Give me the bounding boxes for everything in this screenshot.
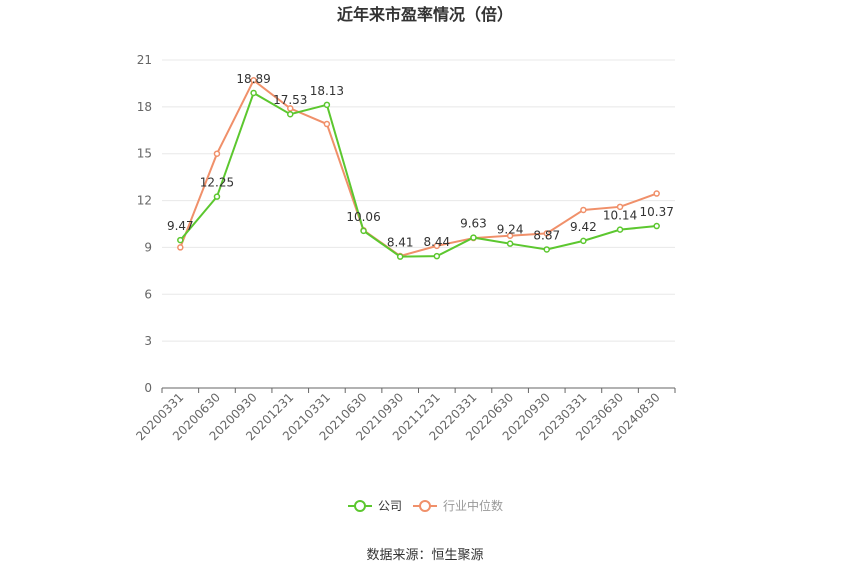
data-label: 8.87: [533, 228, 560, 242]
legend-swatch-company-marker: [354, 500, 366, 512]
y-tick-label: 18: [137, 100, 152, 114]
y-tick-label: 12: [137, 194, 152, 208]
industry-median-data-point: [287, 105, 294, 112]
industry-median-data-point: [213, 150, 221, 157]
data-label: 9.47: [167, 219, 194, 233]
company-data-point: [360, 227, 367, 235]
series-lines: [177, 77, 660, 260]
company-series-line: [179, 91, 657, 258]
data-label: 8.41: [387, 236, 414, 250]
industry-median-data-point: [543, 230, 550, 237]
x-axis: 2020033120200630202009302020123120210331…: [133, 387, 676, 443]
data-label: 10.37: [639, 205, 673, 219]
company-data-point: [177, 236, 184, 244]
company-data-point: [396, 253, 404, 260]
data-label: 9.42: [570, 220, 597, 234]
industry-median-data-point: [616, 203, 624, 211]
source-note: 数据来源：恒生聚源: [366, 548, 483, 563]
data-label: 18.89: [236, 72, 270, 86]
y-tick-label: 21: [137, 53, 152, 67]
grid-lines: [162, 59, 675, 342]
industry-median-series-line: [179, 78, 658, 258]
legend-item-company[interactable]: 公司: [348, 499, 402, 513]
company-data-point: [580, 237, 587, 245]
legend-label-company: 公司: [378, 499, 402, 513]
industry-median-data-point: [250, 77, 257, 84]
data-label: 10.06: [346, 210, 380, 224]
industry-median-data-point: [580, 206, 587, 214]
company-data-point: [506, 240, 514, 247]
industry-median-data-point: [506, 232, 514, 239]
industry-median-data-point: [433, 242, 441, 250]
industry-median-data-point: [653, 190, 660, 197]
legend-item-industry-median[interactable]: 行业中位数: [413, 498, 503, 513]
company-data-point: [287, 110, 294, 118]
industry-median-data-point: [323, 120, 331, 128]
legend: 公司 行业中位数: [348, 498, 503, 513]
data-label: 8.44: [423, 235, 450, 249]
company-data-point: [470, 234, 477, 241]
company-data-point: [433, 252, 441, 260]
company-data-point: [616, 226, 624, 233]
company-data-point: [653, 222, 660, 230]
data-label: 10.14: [603, 209, 637, 223]
company-data-point: [323, 101, 331, 109]
y-tick-label: 15: [137, 147, 152, 161]
company-data-point: [250, 89, 257, 97]
y-tick-label: 9: [144, 240, 152, 254]
y-axis-ticks: 0 3 6 9 12 15 18 21: [137, 53, 152, 395]
data-label: 9.63: [460, 217, 487, 231]
data-label: 12.25: [200, 176, 234, 190]
y-tick-label: 6: [144, 287, 152, 301]
company-data-point: [213, 193, 221, 200]
industry-median-data-point: [177, 244, 184, 251]
y-tick-label: 3: [144, 334, 152, 348]
legend-swatch-industry-marker: [419, 500, 431, 512]
chart-title: 近年来市盈率情况（倍）: [337, 5, 513, 24]
data-label: 18.13: [310, 84, 344, 98]
data-label: 9.24: [497, 223, 524, 237]
y-tick-label: 0: [144, 381, 152, 395]
legend-label-industry-median: 行业中位数: [443, 498, 503, 513]
data-label: 17.53: [273, 93, 307, 107]
company-data-point: [543, 246, 550, 253]
